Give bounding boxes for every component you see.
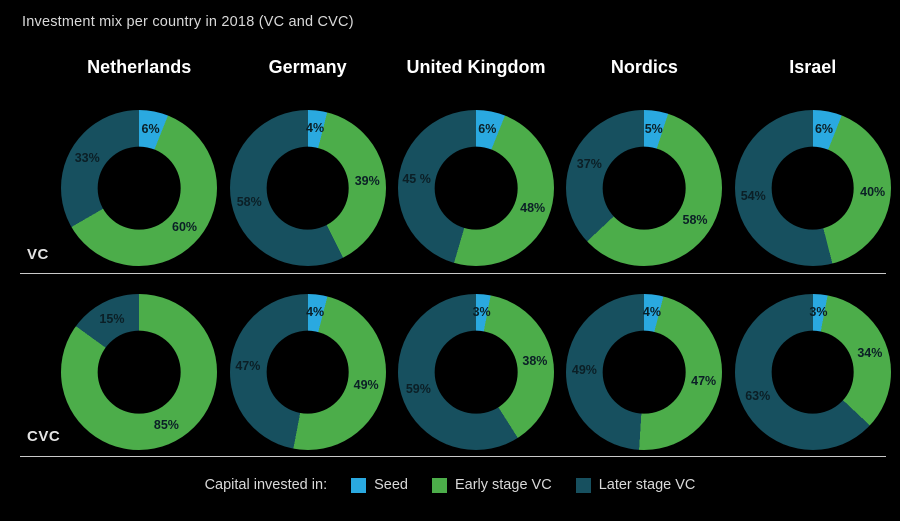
segment-label: 47% <box>235 359 261 374</box>
country-header-israel: Israel <box>789 57 837 77</box>
donut-vc-israel: 6% 40% 54% <box>734 110 891 266</box>
country-header-united-kingdom: United Kingdom <box>406 57 546 77</box>
segment-label: 6% <box>814 122 834 137</box>
cvc-donut-row: 85% 15% 4% 49% 47% 3% 38% 59% 4% 47% 49% 3% 34% 63% <box>55 294 897 450</box>
segment-label: 45 % <box>402 172 431 187</box>
separator-line-vc <box>20 273 886 274</box>
later-stage-swatch-icon <box>575 477 591 493</box>
segment-label: 39% <box>354 174 380 189</box>
segment-label: 3% <box>472 305 491 320</box>
legend-item-early-stage-vc: Early stage VC <box>431 477 552 493</box>
segment-label: 38% <box>522 353 548 368</box>
donut-hole <box>266 146 349 230</box>
legend-item-seed: Seed <box>351 477 408 493</box>
separator-line-cvc <box>20 456 886 457</box>
legend: Capital invested in: Seed Early stage VC… <box>0 477 900 493</box>
country-header-germany: Germany <box>268 57 347 77</box>
donut-hole <box>97 330 181 414</box>
segment-label: 47% <box>691 374 717 389</box>
donut-hole <box>266 330 349 414</box>
row-label-vc: VC <box>27 246 49 263</box>
legend-title: Capital invested in: <box>204 477 328 493</box>
seed-swatch-icon <box>351 477 367 493</box>
donut-cvc-germany: 4% 49% 47% <box>229 294 386 450</box>
segment-label: 63% <box>745 388 771 403</box>
legend-item-later-stage-vc: Later stage VC <box>575 477 696 493</box>
segment-label: 60% <box>172 220 198 235</box>
donut-hole <box>603 330 686 414</box>
donut-cvc-israel: 3% 34% 63% <box>734 294 891 450</box>
legend-label-seed: Seed <box>374 477 408 493</box>
segment-label: 49% <box>353 378 379 393</box>
segment-label: 54% <box>740 188 766 203</box>
legend-label-later-stage-vc: Later stage VC <box>598 477 696 493</box>
donut-hole <box>434 330 518 414</box>
segment-label: 37% <box>576 157 602 172</box>
donut-hole <box>97 146 181 230</box>
legend-label-early-stage-vc: Early stage VC <box>454 477 552 493</box>
donut-cvc-netherlands: 85% 15% <box>61 294 218 450</box>
segment-label: 5% <box>644 121 663 136</box>
segment-label: 4% <box>642 305 661 320</box>
segment-label: 40% <box>860 184 886 199</box>
segment-label: 85% <box>153 418 179 433</box>
segment-label: 3% <box>809 305 828 320</box>
segment-label: 58% <box>682 213 708 228</box>
donut-cvc-nordics: 4% 47% 49% <box>566 294 723 450</box>
donut-cvc-united-kingdom: 3% 38% 59% <box>397 294 554 450</box>
segment-label: 58% <box>236 194 262 209</box>
segment-label: 4% <box>305 121 325 136</box>
donut-hole <box>603 146 686 230</box>
donut-hole <box>771 330 855 414</box>
donut-vc-united-kingdom: 6% 48% 45 % <box>397 110 554 266</box>
donut-vc-netherlands: 6% 60% 33% <box>61 110 218 266</box>
segment-label: 6% <box>478 122 497 137</box>
chart-title: Investment mix per country in 2018 (VC a… <box>22 14 354 30</box>
country-headers: Netherlands Germany United Kingdom Nordi… <box>55 57 897 78</box>
vc-donut-row: 6% 60% 33% 4% 39% 58% 6% 48% 45 % 5% 58% 37% 6% 40% 54… <box>55 110 897 266</box>
segment-label: 34% <box>857 346 883 361</box>
segment-label: 6% <box>141 122 160 137</box>
segment-label: 48% <box>520 200 546 215</box>
segment-label: 4% <box>306 305 325 320</box>
donut-hole <box>434 146 518 230</box>
donut-vc-nordics: 5% 58% 37% <box>566 110 723 266</box>
country-header-netherlands: Netherlands <box>87 57 192 77</box>
donut-hole <box>771 146 855 230</box>
row-label-cvc: CVC <box>27 428 61 445</box>
segment-label: 33% <box>74 151 100 165</box>
country-header-nordics: Nordics <box>610 57 678 77</box>
segment-label: 59% <box>405 381 431 396</box>
segment-label: 49% <box>571 363 597 378</box>
segment-label: 15% <box>99 311 125 326</box>
early-stage-swatch-icon <box>431 477 447 493</box>
donut-vc-germany: 4% 39% 58% <box>229 110 386 266</box>
